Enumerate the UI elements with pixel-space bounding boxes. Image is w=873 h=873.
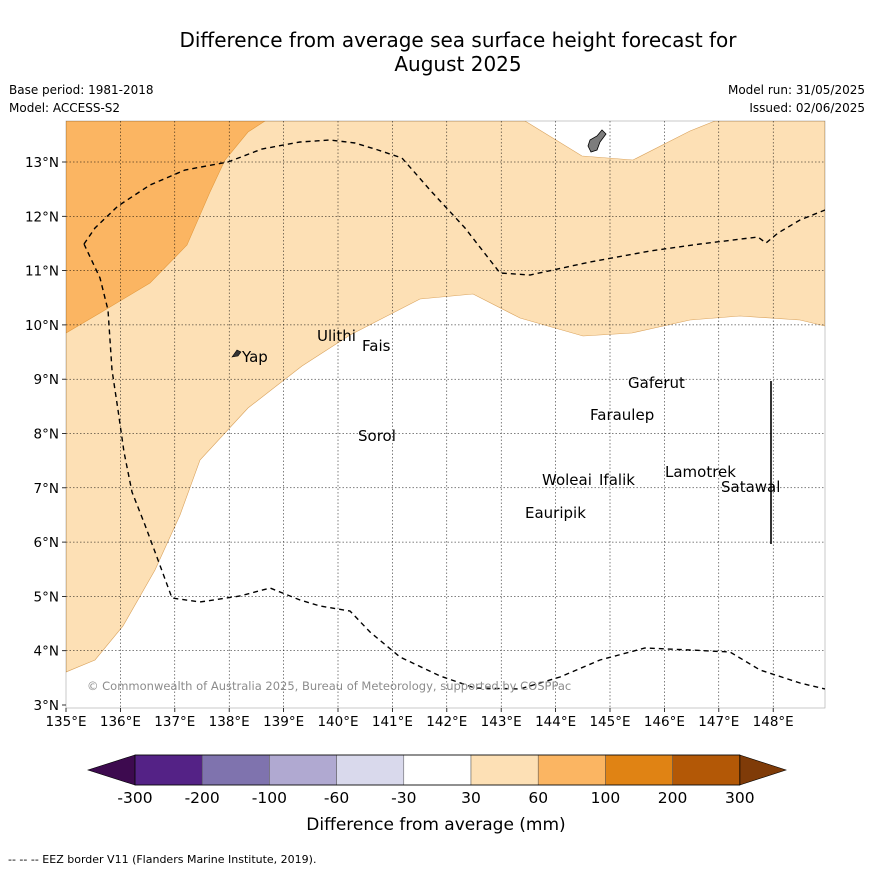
lat-label: 12°N	[25, 209, 59, 225]
place-lamotrek: Lamotrek	[665, 463, 736, 481]
colorbar-outline	[134, 754, 741, 786]
colorbar-bin	[269, 754, 337, 786]
place-fais: Fais	[362, 337, 391, 355]
guam-island	[587, 129, 607, 153]
place-satawal: Satawal	[721, 478, 780, 496]
lon-label: 140°E	[317, 714, 358, 730]
plot-frame	[65, 120, 826, 709]
place-ifalik: Ifalik	[599, 471, 635, 489]
eez-footnote: -- -- -- EEZ border V11 (Flanders Marine…	[8, 853, 317, 866]
meta-left: Base period: 1981-2018 Model: ACCESS-S2	[9, 81, 154, 117]
lon-label: 141°E	[372, 714, 413, 730]
lat-label: 3°N	[34, 698, 59, 714]
colorbar-title: Difference from average (mm)	[306, 815, 565, 835]
colorbar-bin	[672, 754, 741, 786]
lat-label: 7°N	[34, 481, 59, 497]
lon-label: 139°E	[263, 714, 304, 730]
lon-label: 137°E	[154, 714, 195, 730]
colorbar-tick-label: -100	[252, 789, 287, 807]
anomaly-region-30-60	[66, 121, 825, 673]
base-period: Base period: 1981-2018	[9, 83, 154, 97]
place-eauripik: Eauripik	[525, 504, 586, 522]
colorbar-tick-label: 60	[528, 789, 548, 807]
place-ulithi: Ulithi	[317, 327, 356, 345]
anomaly-region-60-100	[66, 121, 266, 334]
colorbar-bin	[134, 754, 203, 786]
colorbar-tick-label: 100	[591, 789, 621, 807]
yap-island	[231, 349, 242, 358]
lat-label: 11°N	[25, 264, 59, 280]
place-labels: Yap Ulithi Fais Gaferut Faraulep Sorol L…	[241, 327, 780, 522]
colorbar-extend-high	[739, 754, 787, 786]
place-gaferut: Gaferut	[628, 374, 685, 392]
colorbar-tick-label: -300	[117, 789, 152, 807]
model-name: Model: ACCESS-S2	[9, 101, 121, 115]
meta-right: Model run: 31/05/2025 Issued: 02/06/2025	[728, 81, 865, 117]
graticule	[66, 121, 825, 708]
place-yap: Yap	[241, 348, 268, 366]
lon-label: 136°E	[100, 714, 141, 730]
colorbar-bin	[336, 754, 405, 786]
colorbar-bin	[605, 754, 673, 786]
model-run: Model run: 31/05/2025	[727, 83, 865, 97]
lat-label: 9°N	[34, 372, 59, 388]
lat-label: 4°N	[34, 644, 59, 660]
colorbar-tick-label: -200	[185, 789, 220, 807]
lat-label: 10°N	[25, 318, 59, 334]
lon-label: 142°E	[426, 714, 467, 730]
title-line-2: August 2025	[394, 52, 522, 76]
place-faraulep: Faraulep	[590, 406, 654, 424]
chart-title: Difference from average sea surface heig…	[150, 28, 766, 76]
colorbar-bin	[201, 754, 270, 786]
latitude-labels: 3°N 4°N 5°N 6°N 7°N 8°N 9°N 10°N 11°N 12°N 13°N	[25, 155, 66, 714]
lon-label: 143°E	[481, 714, 522, 730]
lat-label: 13°N	[25, 155, 59, 171]
colorbar-ticks: -300 -200 -100 -60 -30 30 60 100 200 300	[117, 789, 754, 807]
title-line-1: Difference from average sea surface heig…	[179, 28, 737, 52]
lat-label: 5°N	[34, 589, 59, 605]
colorbar-tick-label: 30	[461, 789, 481, 807]
place-sorol: Sorol	[358, 427, 396, 445]
lon-label: 144°E	[535, 714, 576, 730]
lon-label: 138°E	[209, 714, 250, 730]
eez-border	[83, 139, 825, 690]
lon-label: 135°E	[45, 714, 86, 730]
colorbar	[87, 754, 787, 786]
colorbar-tick-label: 300	[725, 789, 755, 807]
lon-label: 148°E	[753, 714, 794, 730]
place-woleai: Woleai	[542, 471, 592, 489]
longitude-labels: 135°E 136°E 137°E 138°E 139°E 140°E 141°E 142°E…	[45, 708, 794, 730]
colorbar-tick-label: -30	[391, 789, 416, 807]
lat-label: 8°N	[34, 427, 59, 443]
issued-date: Issued: 02/06/2025	[749, 101, 865, 115]
lat-label: 6°N	[34, 535, 59, 551]
lon-label: 146°E	[644, 714, 685, 730]
colorbar-tick-label: 200	[658, 789, 688, 807]
lon-label: 145°E	[589, 714, 630, 730]
copyright-note: © Commonwealth of Australia 2025, Bureau…	[87, 679, 571, 693]
colorbar-bin	[470, 754, 539, 786]
lon-label: 147°E	[698, 714, 739, 730]
colorbar-extend-low	[87, 754, 136, 786]
colorbar-bin	[403, 754, 472, 786]
colorbar-bin	[537, 754, 606, 786]
anomaly-fill-layer	[66, 121, 825, 673]
colorbar-tick-label: -60	[324, 789, 349, 807]
